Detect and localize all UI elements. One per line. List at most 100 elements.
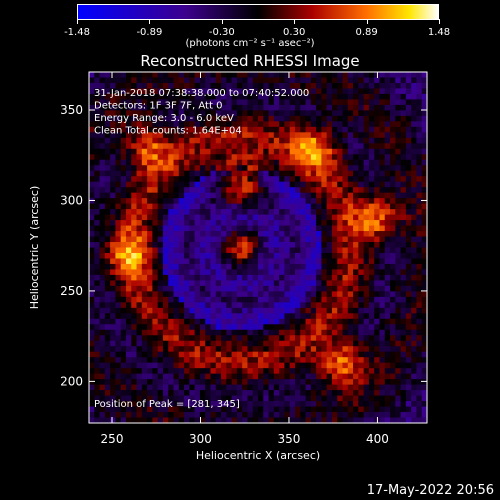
heatmap-cell <box>395 384 401 391</box>
heatmap-cell <box>390 318 396 325</box>
heatmap-cell <box>316 340 322 347</box>
heatmap-cell <box>416 247 423 254</box>
heatmap-cell <box>405 170 412 177</box>
heatmap-cell <box>215 252 222 259</box>
heatmap-cell <box>305 159 312 166</box>
heatmap-cell <box>152 346 159 353</box>
heatmap-cells <box>89 72 428 424</box>
heatmap-cell <box>321 220 328 226</box>
heatmap-cell <box>125 115 132 122</box>
heatmap-cell <box>178 181 185 188</box>
heatmap-cell <box>189 291 196 298</box>
heatmap-cell <box>141 362 148 369</box>
heatmap-cell <box>405 72 412 78</box>
heatmap-cell <box>331 170 338 177</box>
heatmap-cell <box>125 357 132 364</box>
heatmap-cell <box>115 373 122 380</box>
heatmap-cell <box>162 324 169 331</box>
heatmap-cell <box>110 115 116 122</box>
heatmap-cell <box>421 143 428 150</box>
heatmap-cell <box>294 269 301 276</box>
heatmap-cell <box>194 176 201 183</box>
heatmap-cell <box>289 406 296 413</box>
heatmap-cell <box>284 357 291 364</box>
heatmap-cell <box>310 198 317 205</box>
heatmap-cell <box>221 176 227 183</box>
heatmap-cell <box>316 110 322 117</box>
heatmap-cell <box>416 137 423 144</box>
heatmap-cell <box>184 93 190 100</box>
heatmap-cell <box>310 296 317 303</box>
heatmap-cell <box>289 209 296 215</box>
heatmap-cell <box>162 252 169 259</box>
heatmap-cell <box>115 154 122 161</box>
heatmap-cell <box>236 379 243 386</box>
heatmap-cell <box>411 143 417 150</box>
annotation-line: Clean Total counts: 1.64E+04 <box>94 126 242 137</box>
heatmap-cell <box>300 143 306 150</box>
heatmap-cell <box>168 329 174 336</box>
heatmap-cell <box>236 406 243 413</box>
heatmap-cell <box>210 351 217 358</box>
heatmap-cell <box>210 368 217 375</box>
heatmap-cell <box>305 373 312 380</box>
heatmap-cell <box>173 384 180 391</box>
heatmap-cell <box>353 99 359 106</box>
heatmap-cell <box>273 72 280 78</box>
heatmap-cell <box>353 88 359 95</box>
heatmap-cell <box>162 165 169 172</box>
heatmap-cell <box>221 291 227 298</box>
heatmap-cell <box>215 362 222 369</box>
heatmap-cell <box>390 148 396 155</box>
heatmap-cell <box>358 231 365 237</box>
heatmap-cell <box>210 82 217 89</box>
heatmap-cell <box>157 159 164 166</box>
heatmap-cell <box>310 192 317 199</box>
heatmap-cell <box>374 335 380 342</box>
heatmap-cell <box>147 93 153 100</box>
heatmap-cell <box>231 242 238 248</box>
heatmap-cell <box>390 395 396 402</box>
heatmap-cell <box>400 72 407 78</box>
heatmap-cell <box>120 263 127 270</box>
heatmap-cell <box>231 296 238 303</box>
heatmap-cell <box>194 192 201 199</box>
heatmap-cell <box>131 220 137 226</box>
heatmap-cell <box>152 368 159 375</box>
heatmap-cell <box>347 99 354 106</box>
heatmap-cell <box>305 110 312 117</box>
heatmap-cell <box>189 285 196 292</box>
heatmap-cell <box>405 187 412 194</box>
heatmap-cell <box>368 346 375 353</box>
heatmap-cell <box>294 225 301 232</box>
heatmap-cell <box>358 192 365 199</box>
heatmap-cell <box>136 258 143 265</box>
heatmap-cell <box>194 148 201 155</box>
heatmap-cell <box>268 291 275 298</box>
heatmap-cell <box>157 307 164 314</box>
heatmap-cell <box>131 170 137 177</box>
heatmap-cell <box>236 181 243 188</box>
heatmap-cell <box>178 88 185 95</box>
heatmap-cell <box>199 263 206 270</box>
heatmap-cell <box>294 390 301 396</box>
heatmap-cell <box>136 346 143 353</box>
heatmap-cell <box>405 247 412 254</box>
heatmap-cell <box>342 148 349 155</box>
heatmap-cell <box>310 170 317 177</box>
heatmap-cell <box>400 307 407 314</box>
heatmap-cell <box>215 417 222 424</box>
heatmap-cell <box>221 335 227 342</box>
heatmap-cell <box>194 362 201 369</box>
heatmap-cell <box>421 406 428 413</box>
heatmap-cell <box>305 93 312 100</box>
heatmap-cell <box>305 132 312 139</box>
heatmap-cell <box>210 242 217 248</box>
heatmap-cell <box>405 406 412 413</box>
heatmap-cell <box>189 269 196 276</box>
heatmap-cell <box>125 340 132 347</box>
heatmap-cell <box>263 362 269 369</box>
heatmap-cell <box>252 291 259 298</box>
heatmap-cell <box>358 362 365 369</box>
heatmap-cell <box>210 302 217 309</box>
